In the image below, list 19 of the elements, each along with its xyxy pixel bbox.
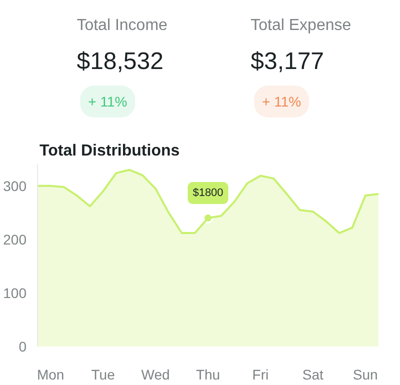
text: $3,177 [250,48,324,75]
text: + 11% [88,94,128,110]
x-tick-label: Sun [352,366,378,382]
x-tick-label: Tue [91,366,116,382]
annotation: $1800 [192,187,224,200]
text: Total Income [76,17,168,34]
x-tick-label: Sat [302,366,324,382]
chart-title: Total Distributions [40,142,180,160]
x-tick-label: Mon [37,366,64,382]
y-tick-label: 300 [3,178,27,194]
y-tick-label: 0 [18,338,27,354]
y-tick-label: 100 [3,284,27,301]
text: $18,532 [76,48,164,75]
y-tick-label: 200 [3,231,27,248]
x-tick-label: Thu [196,366,220,382]
text: + 11% [262,94,302,110]
x-tick-label: Fri [252,366,269,382]
text: Total Expense [250,17,352,34]
x-tick-label: Wed [141,366,170,382]
